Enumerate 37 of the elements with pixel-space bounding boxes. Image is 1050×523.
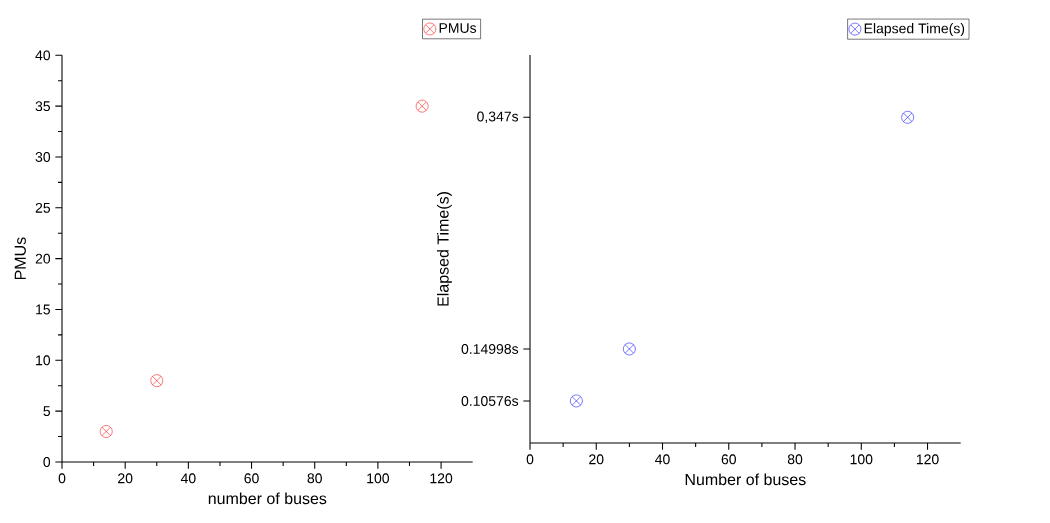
point (570, 394, 583, 408)
point (150, 374, 164, 387)
x-tick-label: 60 (721, 454, 736, 465)
legend-label: PMUs (439, 23, 477, 33)
y-tick-label: 10 (36, 355, 51, 366)
x-axis-title: number of buses (208, 492, 327, 505)
y-axis-title: PMUs (14, 237, 26, 280)
y-tick-label: 20 (35, 253, 51, 264)
y-tick-label: 5 (43, 406, 51, 417)
x-tick-label: 60 (244, 473, 259, 484)
x-tick-label: 120 (916, 454, 939, 465)
x-tick-label: 120 (430, 473, 453, 484)
legend-label: Elapsed Time(s) (864, 23, 965, 37)
x-tick-label: 20 (118, 473, 133, 484)
point (415, 99, 429, 113)
point (99, 425, 113, 438)
x-tick-label: 100 (850, 454, 873, 465)
x-tick-label: 100 (367, 473, 390, 484)
point (901, 111, 914, 124)
x-tick-label: 0 (58, 473, 66, 484)
y-tick-label: 35 (35, 101, 51, 112)
y-tick-label: 0.14998s (461, 344, 519, 354)
y-tick-label: 25 (35, 202, 51, 213)
x-tick-label: 80 (307, 473, 322, 484)
y-tick-label: 40 (35, 50, 51, 61)
x-tick-label: 80 (787, 454, 803, 465)
x-tick-label: 20 (589, 454, 604, 465)
x-tick-label: 0 (526, 454, 534, 465)
point (623, 342, 636, 356)
y-tick-label: 30 (35, 152, 51, 162)
y-axis-title: Elapsed Time(s) (436, 192, 452, 306)
y-tick-label: 15 (36, 304, 51, 315)
y-tick-label: 0.10576s (461, 396, 519, 406)
x-tick-label: 40 (180, 473, 196, 484)
x-axis-title: Number of buses (685, 473, 806, 486)
y-tick-label: 0,347s (477, 111, 519, 124)
x-tick-label: 40 (655, 454, 670, 465)
